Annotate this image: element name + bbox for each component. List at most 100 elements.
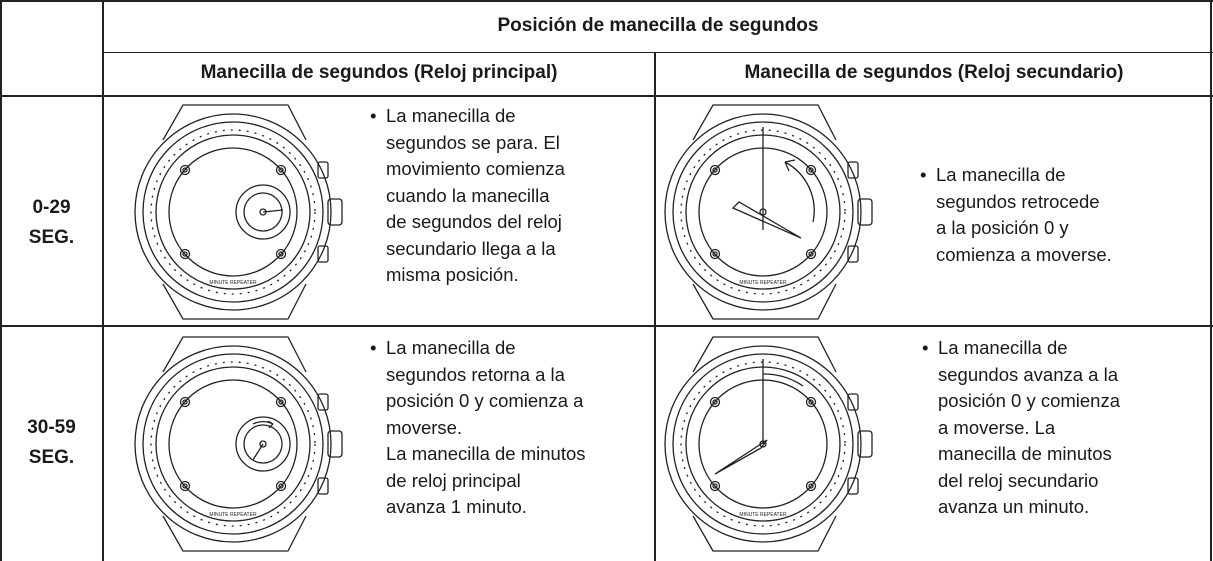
watch-part [134, 345, 332, 543]
watch-part [278, 251, 284, 257]
watch-part [709, 248, 721, 260]
watch-part [278, 483, 284, 489]
watch-part [179, 396, 191, 408]
watch-part [712, 251, 718, 257]
watch-part [182, 251, 188, 257]
watch-part [317, 477, 329, 495]
watch-part [150, 361, 316, 527]
watch-part [784, 159, 796, 172]
watch-part [275, 480, 287, 492]
watch-part [275, 396, 287, 408]
rule [102, 0, 104, 561]
row-label-line: 0-29 [32, 197, 71, 218]
watch-label: MINUTE REPEATER [209, 512, 257, 518]
watch-part [327, 198, 343, 226]
watch-part [712, 399, 718, 405]
rule [0, 0, 2, 561]
watch-part [259, 440, 267, 448]
watch-part [134, 113, 332, 311]
watch-part [262, 209, 284, 213]
watch-part [317, 245, 329, 263]
watch-part [808, 251, 814, 257]
watch-part [712, 167, 718, 173]
text-line: a la posición 0 y [936, 217, 1069, 238]
text-line: segundos retrocede [936, 190, 1100, 212]
watch-part [692, 336, 837, 373]
watch-part [847, 393, 859, 411]
text-line: moverse. [386, 416, 463, 438]
watch-label: MINUTE REPEATER [739, 512, 787, 518]
watch-part [243, 424, 283, 464]
watch-part [235, 184, 291, 240]
watch-part [692, 515, 837, 552]
text-line: cuando la manecilla [386, 184, 550, 206]
watch-illustration: MINUTE REPEATER [664, 104, 873, 320]
watch-part [664, 345, 862, 543]
watch-part [709, 480, 721, 492]
text-line: manecilla de minutos [938, 443, 1112, 464]
watch-part [805, 480, 817, 492]
text-line: comienza a moverse. [936, 243, 1112, 265]
watch-part [808, 483, 814, 489]
watch-part [672, 353, 854, 535]
watch-part [142, 121, 324, 303]
table-title: Posición de manecilla de segundos [497, 15, 819, 36]
text-line: de segundos del reloj [386, 211, 562, 232]
text-line: del reloj secundario [938, 469, 1099, 491]
watch-part [805, 248, 817, 260]
watch-illustration: MINUTE REPEATER [134, 336, 343, 552]
watch-illustration: MINUTE REPEATER [664, 336, 873, 552]
column-header: Manecilla de segundos (Reloj principal) [200, 62, 558, 83]
watch-part [805, 164, 817, 176]
watch-part [709, 396, 721, 408]
text-line: segundos avanza a la [938, 363, 1118, 385]
text-line: La manecilla de minutos [386, 443, 586, 464]
watch-part [847, 245, 859, 263]
watch-part [182, 483, 188, 489]
watch-part [179, 164, 191, 176]
row-label: 30-59 SEG. [0, 413, 103, 473]
text-line: posición 0 y comienza a [386, 390, 584, 411]
watch-part [808, 399, 814, 405]
column-header: Manecilla de segundos (Reloj secundario) [744, 62, 1124, 83]
watch-part [168, 379, 298, 509]
text-line: La manecilla de [936, 162, 1112, 189]
text-line: La manecilla de [386, 335, 586, 362]
watch-part [857, 430, 873, 458]
watch-part [168, 147, 298, 277]
watch-part [179, 248, 191, 260]
watch-part [847, 161, 859, 179]
watch-part [692, 104, 837, 141]
watch-part [672, 121, 854, 303]
watch-part [162, 515, 307, 552]
text-line: segundos retorna a la [386, 363, 565, 385]
watch-label: MINUTE REPEATER [209, 280, 257, 286]
rule [0, 95, 1213, 97]
watch-illustration: MINUTE REPEATER [134, 104, 343, 320]
watch-part [267, 420, 274, 429]
text-line: a moverse. La [938, 416, 1056, 438]
watch-part [317, 161, 329, 179]
text-line: segundos se para. El [386, 131, 560, 153]
watch-part [709, 164, 721, 176]
text-line: de reloj principal [386, 469, 521, 491]
watch-part [692, 283, 837, 320]
watch-part [182, 399, 188, 405]
rule [1210, 0, 1212, 561]
watch-part [252, 443, 264, 461]
watch-part [162, 104, 307, 141]
watch-part [182, 167, 188, 173]
rule [0, 325, 1213, 327]
text-line: La manecilla de [938, 335, 1120, 362]
watch-part [847, 477, 859, 495]
row-label-line: SEG. [28, 227, 75, 248]
watch-part [664, 113, 862, 311]
rule [654, 52, 656, 561]
watch-part [235, 416, 291, 472]
row-label-line: 30-59 [27, 417, 76, 438]
text-line: secundario llega a la [386, 237, 556, 259]
rule [0, 0, 1213, 2]
